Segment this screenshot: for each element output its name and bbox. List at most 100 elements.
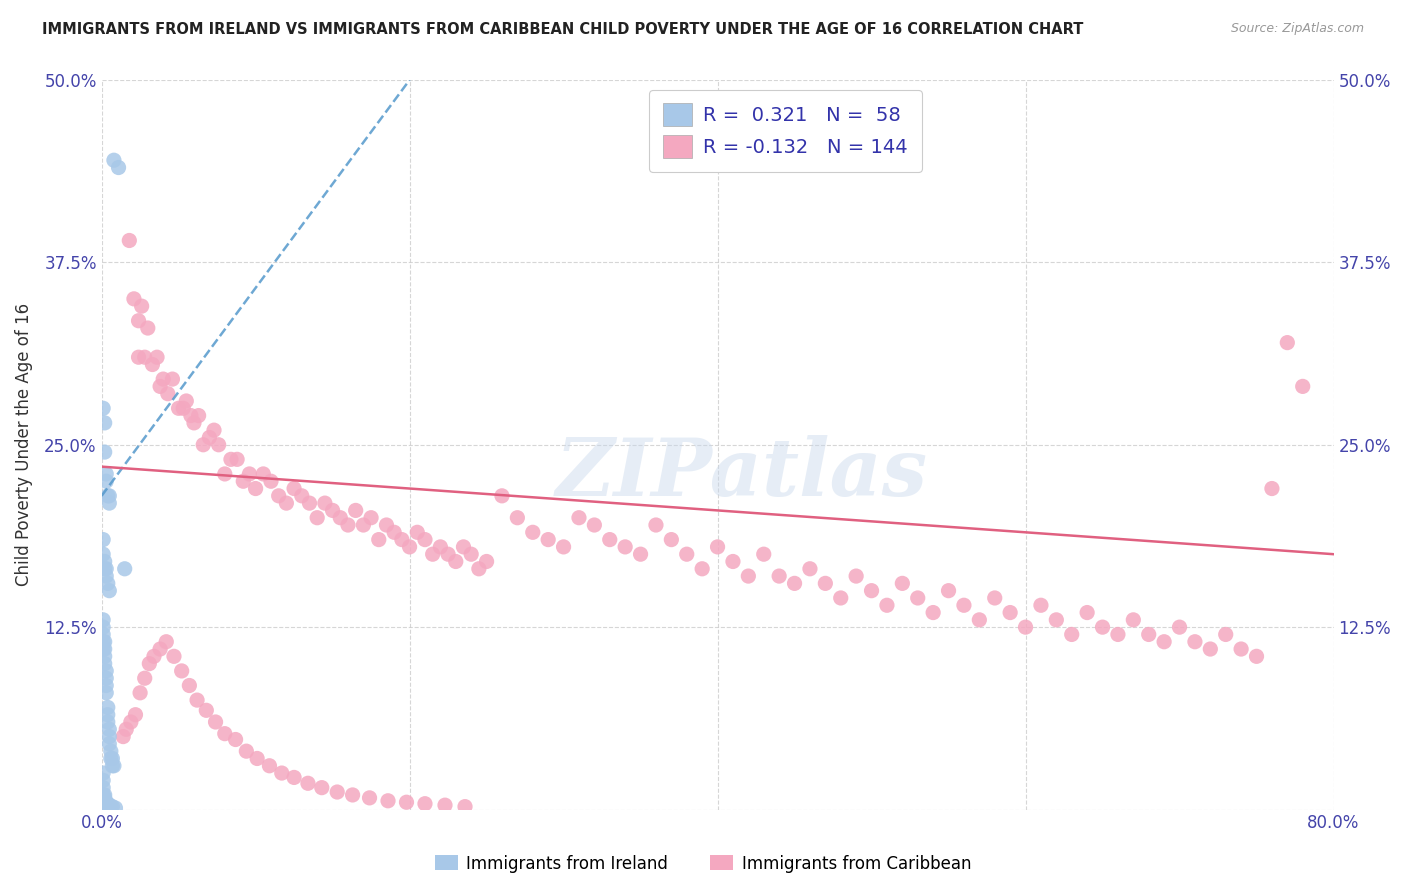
Point [270,766,292,780]
Point [183,416,205,430]
Point [93,554,115,568]
Point [129,686,152,700]
Point [969,613,991,627]
Point [307,510,329,524]
Text: ZIPatlas: ZIPatlas [557,435,928,513]
Point [860,583,883,598]
Point [675,547,697,561]
Point [1060,627,1083,641]
Point [260,475,283,489]
Point [283,482,305,496]
Point [193,438,215,452]
Point [360,510,382,524]
Point [93,790,115,805]
Point [91,533,114,547]
Point [214,467,236,481]
Point [96,569,118,583]
Point [142,649,165,664]
Point [1184,634,1206,648]
Point [259,758,281,772]
Point [96,797,118,811]
Point [998,606,1021,620]
Point [100,744,122,758]
Y-axis label: Child Poverty Under the Age of 16: Child Poverty Under the Age of 16 [15,303,32,586]
Point [186,693,208,707]
Point [179,679,201,693]
Text: IMMIGRANTS FROM IRELAND VS IMMIGRANTS FROM CARIBBEAN CHILD POVERTY UNDER THE AGE: IMMIGRANTS FROM IRELAND VS IMMIGRANTS FR… [42,22,1084,37]
Point [214,726,236,740]
Point [413,533,436,547]
Point [1199,642,1222,657]
Point [238,467,260,481]
Point [93,649,115,664]
Point [367,533,389,547]
Point [276,496,298,510]
Point [219,452,242,467]
Point [1168,620,1191,634]
Point [170,664,193,678]
Point [97,700,120,714]
Point [1230,642,1253,657]
Point [207,438,229,452]
Point [91,766,114,780]
Point [983,591,1005,605]
Point [97,714,120,729]
Point [1246,649,1268,664]
Point [152,372,174,386]
Point [100,799,122,814]
Point [845,569,868,583]
Point [172,401,194,416]
Point [124,707,146,722]
Point [96,795,118,809]
Point [252,467,274,481]
Point [226,452,249,467]
Point [91,642,114,657]
Point [93,657,115,671]
Point [1153,634,1175,648]
Point [138,657,160,671]
Point [97,707,120,722]
Point [134,671,156,685]
Point [128,350,150,364]
Point [1277,335,1299,350]
Point [1215,627,1237,641]
Point [93,795,115,809]
Point [198,430,221,444]
Point [97,797,120,811]
Point [93,788,115,802]
Point [91,780,114,795]
Point [630,547,652,561]
Point [568,510,591,524]
Point [375,518,398,533]
Point [1122,613,1144,627]
Point [93,634,115,648]
Point [149,642,172,657]
Point [1137,627,1160,641]
Point [938,583,960,598]
Point [98,496,121,510]
Point [429,540,451,554]
Point [382,525,405,540]
Legend: Immigrants from Ireland, Immigrants from Caribbean: Immigrants from Ireland, Immigrants from… [429,848,977,880]
Point [690,562,713,576]
Point [96,679,118,693]
Point [1292,379,1315,393]
Point [322,503,344,517]
Point [97,576,120,591]
Point [413,797,436,811]
Point [156,386,179,401]
Point [359,790,381,805]
Point [98,723,121,737]
Point [98,798,121,813]
Point [101,799,124,814]
Point [437,547,460,561]
Point [329,510,352,524]
Point [737,569,759,583]
Point [115,723,138,737]
Point [163,649,186,664]
Point [1076,606,1098,620]
Point [96,562,118,576]
Point [468,562,491,576]
Point [136,321,159,335]
Point [553,540,575,554]
